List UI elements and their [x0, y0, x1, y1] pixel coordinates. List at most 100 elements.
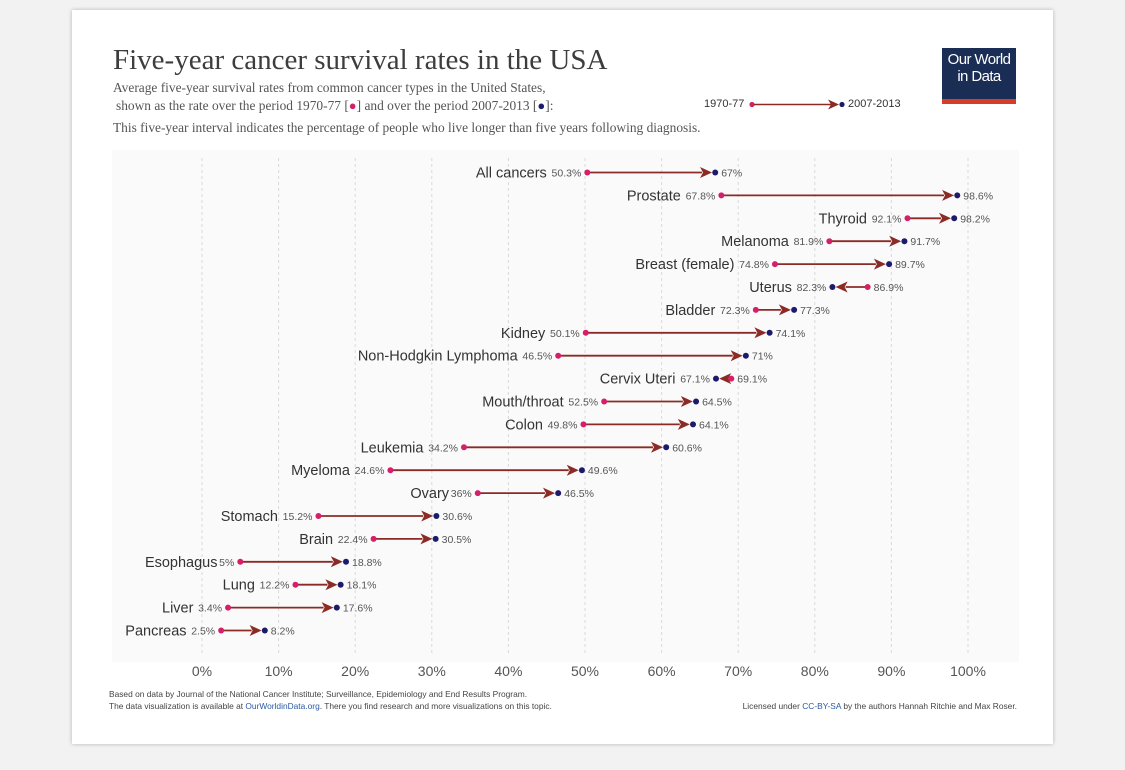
- legend-end-label: 2007-2013: [848, 98, 901, 110]
- left-value-label: 81.9%: [794, 236, 824, 248]
- start-point: [771, 261, 778, 268]
- right-value-label: 98.2%: [960, 213, 990, 225]
- arrow-head: [889, 235, 902, 247]
- arrow-head: [325, 579, 338, 591]
- end-point: [954, 192, 961, 199]
- right-value-label: 60.6%: [672, 442, 702, 454]
- subtitle-text-c: ]:: [545, 98, 554, 113]
- x-tick-label: 0%: [192, 663, 212, 679]
- left-value-label: 52.5%: [568, 397, 598, 409]
- right-value-label: 49.6%: [588, 465, 618, 477]
- end-point: [663, 444, 670, 451]
- category-label: Prostate: [627, 188, 681, 204]
- x-tick-label: 80%: [801, 663, 829, 679]
- category-label: Leukemia: [361, 440, 425, 456]
- legend-start-label: 1970-77: [704, 98, 745, 110]
- legend: 1970-77 2007-2013: [704, 97, 901, 117]
- category-label: All cancers: [476, 166, 547, 182]
- x-tick-label: 30%: [418, 663, 446, 679]
- right-value-label: 30.5%: [442, 534, 472, 546]
- plot-background: [112, 150, 1019, 662]
- start-point: [728, 375, 735, 382]
- category-label: Liver: [162, 601, 194, 617]
- right-value-label: 64.5%: [702, 397, 732, 409]
- category-label: Cervix Uteri: [600, 372, 676, 388]
- category-label: Breast (female): [635, 257, 734, 273]
- left-value-label: 67.8%: [686, 190, 716, 202]
- end-point: [742, 352, 749, 359]
- end-point: [343, 558, 350, 565]
- arrow-head: [680, 396, 693, 407]
- right-value-label: 17.6%: [343, 603, 373, 615]
- chart-subtitle-line1: Average five-year survival rates from co…: [113, 80, 546, 95]
- left-value-label: 50.1%: [550, 328, 580, 340]
- logo-line2: in Data: [957, 68, 1001, 85]
- left-value-label: 67.1%: [680, 374, 710, 386]
- right-value-label: 30.6%: [442, 511, 472, 523]
- category-label: Kidney: [501, 326, 546, 342]
- end-point: [886, 261, 893, 268]
- footer-license-suffix: by the authors Hannah Ritchie and Max Ro…: [841, 701, 1017, 711]
- end-point: [337, 581, 344, 588]
- category-label: Non-Hodgkin Lymphoma: [358, 349, 519, 365]
- arrow-head: [249, 625, 262, 636]
- start-point: [580, 421, 587, 428]
- start-point: [864, 284, 871, 290]
- arrow-head: [942, 189, 955, 201]
- arrow-head: [939, 212, 952, 224]
- arrow-head: [566, 464, 579, 476]
- category-label: Melanoma: [721, 234, 790, 250]
- left-value-label: 22.4%: [338, 534, 368, 546]
- x-tick-label: 100%: [950, 663, 986, 679]
- arrow-head: [330, 556, 343, 568]
- end-point: [555, 490, 562, 497]
- end-point: [433, 513, 440, 519]
- chart-plot: 0% 10% 20% 30% 40% 50% 60% 70% 80% 90% 100% 50.3% Al…: [112, 150, 1019, 679]
- owid-link[interactable]: OurWorldinData.org: [245, 701, 320, 711]
- left-value-label: 49.8%: [548, 419, 578, 431]
- license-link[interactable]: CC-BY-SA: [802, 701, 842, 711]
- start-dot-icon: ●: [348, 98, 357, 113]
- start-point: [474, 490, 481, 497]
- left-value-label: 82.3%: [797, 282, 827, 294]
- left-value-label: 74.8%: [739, 259, 769, 271]
- right-value-label: 89.7%: [895, 259, 925, 271]
- end-point: [432, 535, 439, 542]
- owid-logo[interactable]: Our World in Data: [942, 48, 1016, 104]
- chart-subtitle-line3: This five-year interval indicates the pe…: [113, 120, 701, 135]
- start-point: [826, 238, 833, 245]
- arrow-head: [754, 327, 767, 339]
- x-tick-label: 20%: [341, 663, 369, 679]
- right-value-label: 86.9%: [874, 282, 904, 294]
- logo-line1: Our World: [947, 51, 1011, 68]
- arrow-head: [677, 418, 690, 430]
- arrow-head: [719, 373, 732, 385]
- start-point: [237, 558, 244, 565]
- x-tick-label: 40%: [494, 663, 522, 679]
- right-value-label: 46.5%: [564, 488, 594, 500]
- legend-arrow-icon: [749, 99, 845, 110]
- left-value-label: 5%: [219, 557, 234, 569]
- arrow-head: [542, 487, 555, 499]
- category-label: Mouth/throat: [482, 395, 563, 411]
- footer-available-suffix: . There you find research and more visua…: [319, 701, 552, 711]
- category-label: Brain: [299, 532, 333, 548]
- category-label: Uterus: [749, 280, 792, 296]
- start-point: [718, 192, 725, 199]
- category-label: Bladder: [665, 303, 715, 319]
- start-point: [904, 215, 911, 222]
- left-value-label: 92.1%: [872, 213, 902, 225]
- logo-accent-bar: [942, 99, 1016, 104]
- start-point: [584, 169, 591, 176]
- x-tick-label: 90%: [877, 663, 905, 679]
- right-value-label: 67%: [721, 168, 742, 180]
- right-value-label: 71%: [752, 351, 773, 363]
- arrow-head: [778, 304, 791, 316]
- end-point: [951, 215, 958, 222]
- category-label: Stomach: [221, 509, 278, 525]
- left-value-label: 3.4%: [198, 603, 222, 615]
- left-value-label: 12.2%: [260, 580, 290, 592]
- subtitle-text-a: shown as the rate over the period 1970-7…: [116, 98, 349, 113]
- category-label: Myeloma: [291, 463, 351, 479]
- left-value-label: 15.2%: [283, 511, 313, 523]
